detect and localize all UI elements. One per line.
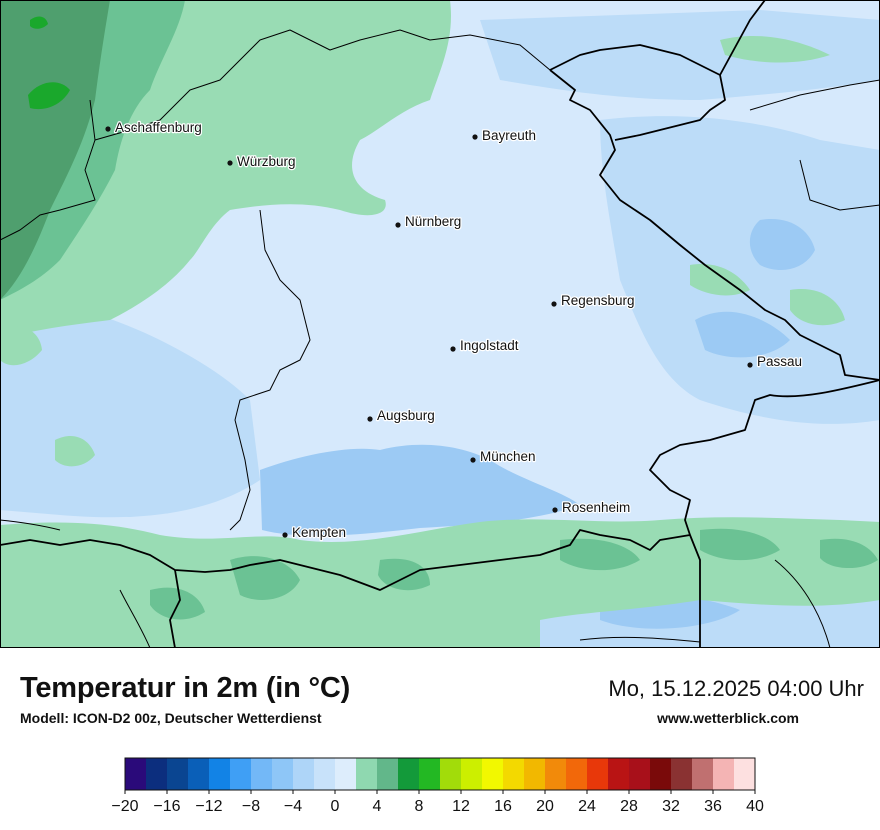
- city-label: Augsburg: [377, 408, 435, 423]
- legend-tick-label: 40: [746, 798, 764, 815]
- legend-tick-label: 16: [494, 798, 512, 815]
- city-label: Ingolstadt: [460, 338, 519, 353]
- legend-tick-label: −8: [242, 798, 260, 815]
- temperature-zone-bright-green-spot-2: [30, 16, 48, 29]
- legend-swatch: [692, 758, 714, 790]
- city-label: Bayreuth: [482, 128, 536, 143]
- legend-swatch: [188, 758, 210, 790]
- city-kempten[interactable]: Kempten: [282, 524, 347, 541]
- legend-tick-label: 8: [415, 798, 424, 815]
- legend-swatches: [125, 758, 756, 790]
- website-link[interactable]: www.wetterblick.com: [657, 710, 799, 726]
- map-title: Temperatur in 2m (in °C): [20, 672, 351, 704]
- legend-swatch: [419, 758, 441, 790]
- temperature-zones-small-green: [0, 35, 845, 467]
- legend-swatch: [272, 758, 294, 790]
- country-borders: [0, 0, 880, 648]
- legend-swatch: [671, 758, 693, 790]
- legend-tick-label: 36: [704, 798, 722, 815]
- legend-tick-label: −12: [195, 798, 222, 815]
- legend-swatch: [482, 758, 504, 790]
- legend-swatch: [398, 758, 420, 790]
- city-label: Nürnberg: [405, 214, 461, 229]
- legend-tick-label: −4: [284, 798, 302, 815]
- legend-swatch: [146, 758, 168, 790]
- legend-swatch: [524, 758, 546, 790]
- legend-swatch: [209, 758, 231, 790]
- legend-tick-label: 4: [373, 798, 382, 815]
- legend-swatch: [503, 758, 525, 790]
- city-marker-dot: [470, 457, 476, 463]
- legend-swatch: [293, 758, 315, 790]
- city-bayreuth[interactable]: Bayreuth: [472, 127, 537, 144]
- legend-swatch: [545, 758, 567, 790]
- temperature-zones-alpine-dark-green: [150, 528, 878, 620]
- legend-frame: [124, 757, 756, 791]
- city-label: München: [480, 449, 536, 464]
- legend-swatch: [167, 758, 189, 790]
- legend-swatch: [629, 758, 651, 790]
- temperature-zone-light-green-alps: [0, 517, 880, 648]
- city-label: Regensburg: [561, 293, 635, 308]
- city-label: Passau: [757, 354, 802, 369]
- city-label: Kempten: [292, 525, 346, 540]
- city-ingolstadt[interactable]: Ingolstadt: [450, 337, 520, 354]
- legend-tick-label: −20: [111, 798, 138, 815]
- legend-swatch: [251, 758, 273, 790]
- city-label: Aschaffenburg: [115, 120, 202, 135]
- temperature-zone-dark-green-west: [0, 0, 110, 300]
- legend-tick-label: 0: [331, 798, 340, 815]
- city-markers: Aschaffenburg Würzburg Bayreuth Nürnberg…: [105, 119, 803, 541]
- city-marker-dot: [105, 126, 111, 132]
- city-rosenheim[interactable]: Rosenheim: [552, 499, 631, 516]
- legend-swatch: [608, 758, 630, 790]
- city-augsburg[interactable]: Augsburg: [367, 407, 436, 424]
- city-passau[interactable]: Passau: [747, 353, 803, 370]
- legend-swatch: [230, 758, 252, 790]
- forecast-datetime: Mo, 15.12.2025 04:00 Uhr: [608, 676, 864, 701]
- legend-tick-label: −16: [153, 798, 180, 815]
- city-marker-dot: [227, 160, 233, 166]
- legend-tick-label: 20: [536, 798, 554, 815]
- legend-swatch: [650, 758, 672, 790]
- city-nuernberg[interactable]: Nürnberg: [395, 213, 462, 230]
- map-footer: −20 −16 −12 −8 −4 0 4 8 12 16 20 24 28 32 36 40 Tempera…: [0, 648, 880, 830]
- color-legend: −20 −16 −12 −8 −4 0 4 8 12 16 20 24 28 32 36 40: [111, 757, 764, 815]
- legend-swatch: [377, 758, 399, 790]
- legend-tick-label: 28: [620, 798, 638, 815]
- legend-swatch: [125, 758, 147, 790]
- legend-tick-label: 24: [578, 798, 596, 815]
- city-regensburg[interactable]: Regensburg: [551, 292, 636, 309]
- city-marker-dot: [552, 507, 558, 513]
- city-marker-dot: [367, 416, 373, 422]
- legend-swatch: [461, 758, 483, 790]
- city-label: Rosenheim: [562, 500, 630, 515]
- legend-swatch: [314, 758, 336, 790]
- legend-swatch: [566, 758, 588, 790]
- temperature-zone-bright-green-spot: [28, 82, 70, 110]
- city-marker-dot: [450, 346, 456, 352]
- legend-swatch: [335, 758, 357, 790]
- legend-ticks: −20 −16 −12 −8 −4 0 4 8 12 16 20 24 28 32 36 40: [111, 790, 764, 815]
- legend-tick-label: 12: [452, 798, 470, 815]
- legend-swatch: [587, 758, 609, 790]
- city-muenchen[interactable]: München: [470, 448, 537, 465]
- city-marker-dot: [472, 134, 478, 140]
- legend-swatch: [356, 758, 378, 790]
- city-label: Würzburg: [237, 154, 296, 169]
- temperature-map[interactable]: Aschaffenburg Würzburg Bayreuth Nürnberg…: [0, 0, 880, 648]
- city-wuerzburg[interactable]: Würzburg: [227, 153, 297, 170]
- city-marker-dot: [551, 301, 557, 307]
- city-marker-dot: [282, 532, 288, 538]
- city-marker-dot: [395, 222, 401, 228]
- legend-swatch: [713, 758, 735, 790]
- legend-swatch: [734, 758, 756, 790]
- state-borders: [0, 29, 880, 648]
- legend-tick-label: 32: [662, 798, 680, 815]
- city-aschaffenburg[interactable]: Aschaffenburg: [105, 119, 203, 136]
- city-marker-dot: [747, 362, 753, 368]
- legend-swatch: [440, 758, 462, 790]
- map-subtitle: Modell: ICON-D2 00z, Deutscher Wetterdie…: [20, 710, 322, 726]
